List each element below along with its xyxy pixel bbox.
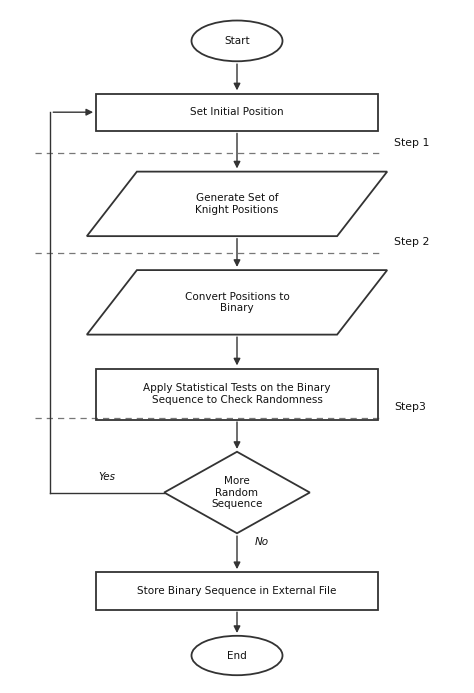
Text: Set Initial Position: Set Initial Position	[190, 107, 284, 117]
Bar	[96, 94, 378, 131]
Text: Store Binary Sequence in External File: Store Binary Sequence in External File	[137, 586, 337, 596]
Text: Convert Positions to
Binary: Convert Positions to Binary	[185, 292, 289, 313]
Text: No: No	[255, 537, 269, 547]
Text: Apply Statistical Tests on the Binary
Sequence to Check Randomness: Apply Statistical Tests on the Binary Se…	[143, 383, 331, 405]
Text: Step3: Step3	[394, 403, 426, 412]
Text: Step 1: Step 1	[394, 137, 429, 148]
Text: Yes: Yes	[99, 472, 116, 482]
Text: More
Random
Sequence: More Random Sequence	[211, 476, 263, 509]
Bar	[96, 369, 378, 419]
Bar	[96, 572, 378, 610]
Text: End: End	[227, 651, 247, 660]
Text: Start: Start	[224, 36, 250, 46]
Text: Generate Set of
Knight Positions: Generate Set of Knight Positions	[195, 193, 279, 215]
Text: Step 2: Step 2	[394, 237, 429, 247]
